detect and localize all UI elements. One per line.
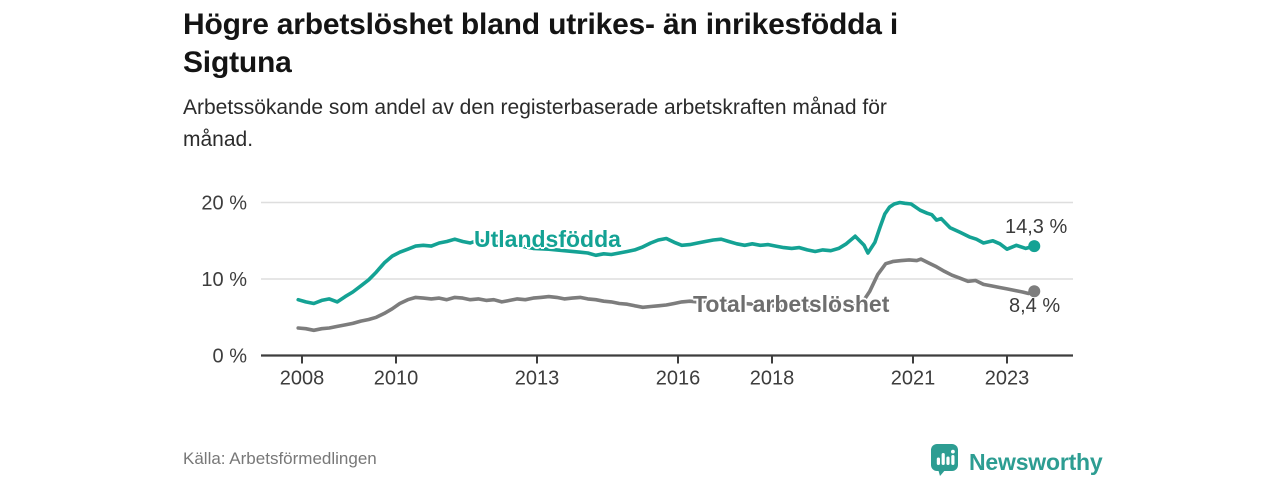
x-tick-label: 2008 — [280, 368, 325, 390]
chart-title: Högre arbetslöshet bland utrikes- än inr… — [183, 8, 898, 79]
bar-chart-bubble-icon — [930, 443, 960, 480]
y-tick-label: 10 % — [201, 269, 247, 291]
series-end-dot-utlandsfodda — [1028, 240, 1041, 253]
gridlines — [261, 201, 1073, 280]
series-line-utlandsfodda — [296, 200, 1037, 306]
x-tick-label: 2013 — [515, 368, 560, 390]
x-tick-label: 2023 — [985, 368, 1030, 390]
series-label-total-arbetsloshet: Total arbetslöshet — [693, 291, 890, 317]
y-tick-label: 20 % — [201, 193, 247, 215]
newsworthy-logo[interactable]: Newsworthy — [930, 443, 1103, 480]
x-axis — [261, 354, 1073, 364]
end-value-label-utlandsfodda: 14,3 % — [1005, 216, 1068, 238]
x-tick-label: 2016 — [656, 368, 701, 390]
chart-subtitle: Arbetssökande som andel av den registerb… — [183, 96, 887, 151]
y-axis-labels: 0 % 10 % 20 % — [201, 193, 247, 368]
series-line-total — [296, 257, 1037, 333]
x-axis-labels: 2008 2010 2013 2016 2018 2021 2023 — [280, 368, 1030, 390]
y-tick-label: 0 % — [213, 346, 248, 368]
x-tick-label: 2010 — [374, 368, 419, 390]
series-lines — [296, 200, 1041, 333]
newsworthy-wordmark: Newsworthy — [969, 449, 1103, 475]
x-tick-label: 2021 — [891, 368, 936, 390]
end-value-label-total: 8,4 % — [1009, 295, 1061, 317]
source-note: Källa: Arbetsförmedlingen — [183, 449, 377, 468]
series-label-utlandsfodda: Utlandsfödda — [474, 226, 621, 252]
x-tick-label: 2018 — [750, 368, 795, 390]
series-end-dot-total — [1028, 285, 1041, 298]
